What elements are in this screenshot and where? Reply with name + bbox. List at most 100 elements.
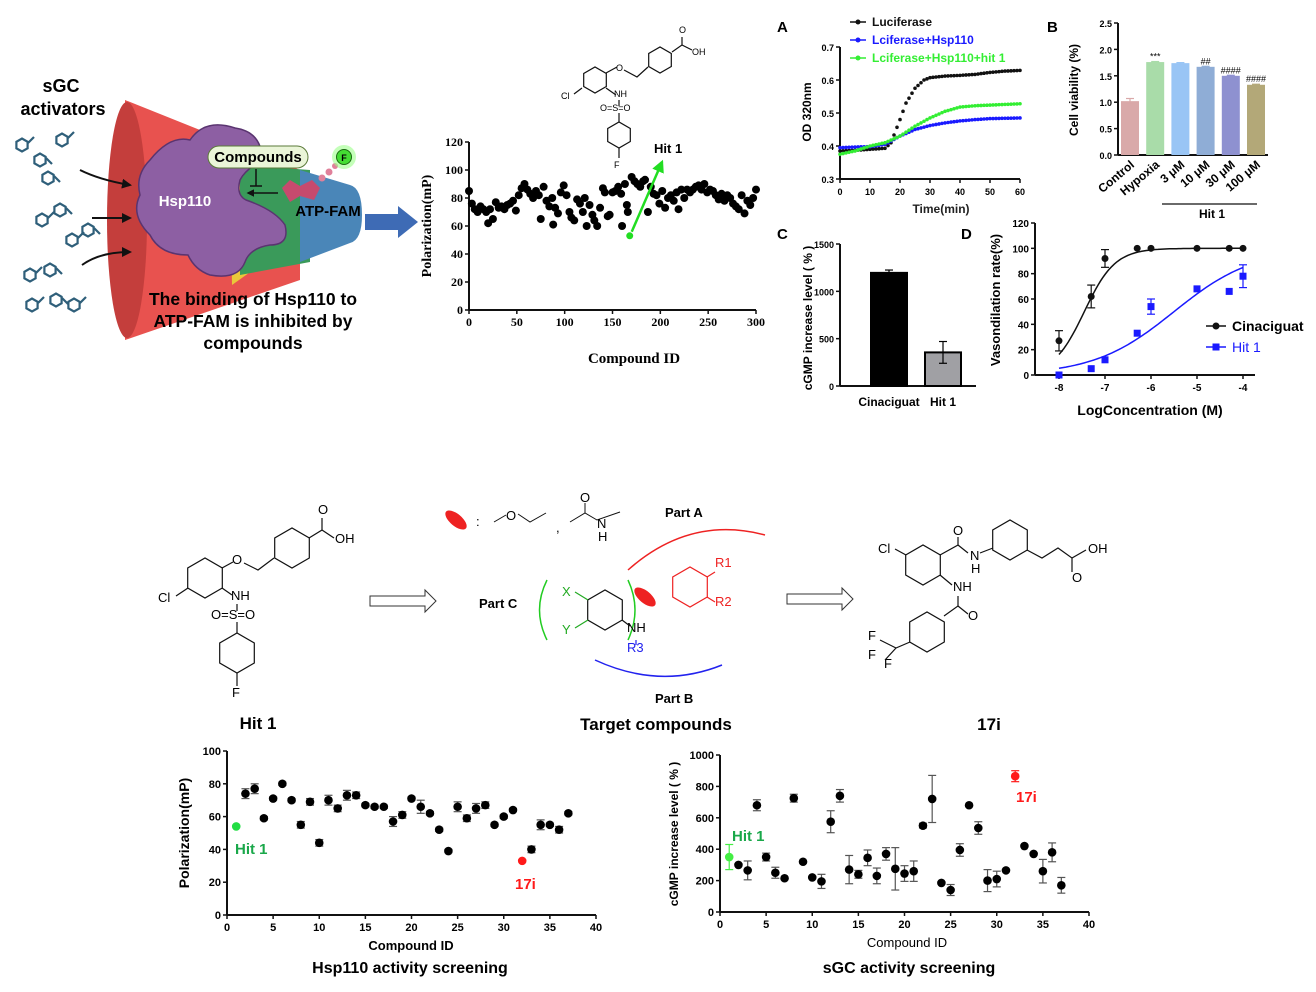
line-point bbox=[883, 140, 887, 145]
data-point bbox=[734, 205, 743, 214]
molecule-bond bbox=[93, 227, 101, 235]
line-point bbox=[844, 145, 848, 150]
data-point bbox=[835, 791, 845, 801]
benzene-ring bbox=[909, 611, 945, 653]
data-point bbox=[278, 779, 287, 789]
molecule-bond bbox=[47, 211, 55, 219]
line-point bbox=[904, 101, 908, 105]
bar bbox=[1121, 101, 1139, 155]
molecule-bond bbox=[61, 297, 69, 305]
molecule-bond bbox=[53, 175, 61, 183]
legend-luciferase: Luciferase bbox=[872, 15, 932, 29]
molecule-ring bbox=[53, 202, 67, 218]
data-point bbox=[983, 876, 992, 885]
y-tick-label: 100 bbox=[445, 163, 463, 177]
line-point bbox=[1015, 68, 1019, 73]
line-point bbox=[913, 124, 917, 128]
data-point bbox=[562, 191, 571, 200]
data-point bbox=[462, 813, 472, 823]
line-point bbox=[1003, 69, 1007, 73]
y-tick-label: 60 bbox=[1018, 295, 1030, 306]
data-point bbox=[490, 820, 499, 830]
line-point bbox=[1018, 68, 1022, 73]
molecule-ring bbox=[35, 212, 49, 228]
line-point bbox=[925, 124, 929, 129]
data-point bbox=[342, 790, 352, 800]
benzene-ring bbox=[219, 632, 255, 674]
bond bbox=[605, 66, 618, 74]
data-point bbox=[570, 216, 579, 225]
line-point bbox=[964, 73, 968, 77]
bond bbox=[623, 66, 649, 78]
axes-fp-screen-300: 0 20 40 60 80 100 120 0 50 100 150 200 250 300 bbox=[445, 135, 765, 329]
significance-mark: ## bbox=[1201, 56, 1211, 66]
x-tick-label: 35 bbox=[1037, 919, 1049, 931]
protein-label: Hsp110 bbox=[159, 193, 212, 210]
x-tick-label: 25 bbox=[945, 919, 957, 931]
y-tick-label: 20 bbox=[1018, 346, 1030, 357]
c17i-cl: Cl bbox=[878, 541, 890, 556]
molecule-ring bbox=[25, 297, 39, 313]
line-point bbox=[964, 118, 968, 123]
c17i-o1: O bbox=[953, 523, 963, 538]
y-tick-label: 0.4 bbox=[821, 142, 834, 152]
line-point bbox=[838, 152, 842, 157]
data-point bbox=[324, 795, 333, 805]
data-point bbox=[661, 203, 670, 212]
target-name: Target compounds bbox=[580, 715, 732, 734]
x-tick-label: 0 bbox=[466, 315, 472, 329]
y-tick-label: 120 bbox=[445, 135, 463, 149]
bond bbox=[957, 544, 969, 554]
panel-d-ylabel: Vasondilation rate(%) bbox=[988, 234, 1003, 366]
bond bbox=[308, 518, 323, 539]
line-point bbox=[925, 77, 929, 81]
data-point bbox=[580, 194, 589, 202]
data-point bbox=[1133, 329, 1141, 337]
y-tick-label: 40 bbox=[1018, 320, 1030, 331]
x-tick-label: 250 bbox=[699, 315, 717, 329]
line-point bbox=[841, 151, 845, 156]
y-tick-label: 60 bbox=[209, 812, 221, 824]
panel-b-label: B bbox=[1047, 19, 1058, 36]
data-point bbox=[946, 885, 955, 895]
panel-a-label: A bbox=[777, 19, 788, 36]
bond bbox=[894, 548, 907, 556]
substituent-r2: R2 bbox=[715, 594, 732, 609]
data-point bbox=[617, 189, 626, 198]
c17i-n1: N bbox=[970, 548, 979, 563]
part-c-label: Part C bbox=[479, 596, 518, 611]
data-point bbox=[511, 206, 520, 215]
screen300-xlabel: Compound ID bbox=[588, 351, 680, 367]
c17i-nh: NH bbox=[953, 579, 972, 594]
data-point bbox=[578, 208, 587, 216]
line-point bbox=[919, 121, 923, 125]
data-point bbox=[761, 852, 771, 862]
data-point bbox=[471, 804, 481, 813]
line-point bbox=[961, 73, 965, 77]
data-point bbox=[536, 215, 545, 223]
ether-linker-tail bbox=[517, 512, 547, 523]
x-tick-label: 10 bbox=[313, 922, 325, 934]
hsp-points bbox=[231, 779, 573, 866]
x-tick-label: 150 bbox=[604, 315, 622, 329]
linker-amide-n: N bbox=[597, 516, 606, 531]
molecule-bond bbox=[27, 136, 35, 144]
molecule-ring bbox=[55, 132, 69, 148]
data-point bbox=[1038, 866, 1048, 876]
data-point bbox=[918, 821, 928, 830]
line-point bbox=[922, 78, 926, 82]
benzene-ring bbox=[672, 566, 708, 608]
bar bbox=[1221, 75, 1240, 155]
data-point bbox=[287, 795, 296, 805]
c17i-f1: F bbox=[868, 628, 876, 643]
line-point bbox=[844, 151, 848, 155]
part-b-label: Part B bbox=[655, 691, 693, 706]
x-tick-label: 25 bbox=[452, 922, 464, 934]
hollow-arrow-1 bbox=[369, 588, 437, 614]
line-point bbox=[850, 145, 854, 149]
line-point bbox=[895, 135, 899, 140]
x-tick-label: -5 bbox=[1193, 383, 1202, 394]
hsp-17i-label: 17i bbox=[515, 876, 536, 893]
line-point bbox=[871, 147, 875, 151]
amide-linker bbox=[569, 511, 621, 523]
